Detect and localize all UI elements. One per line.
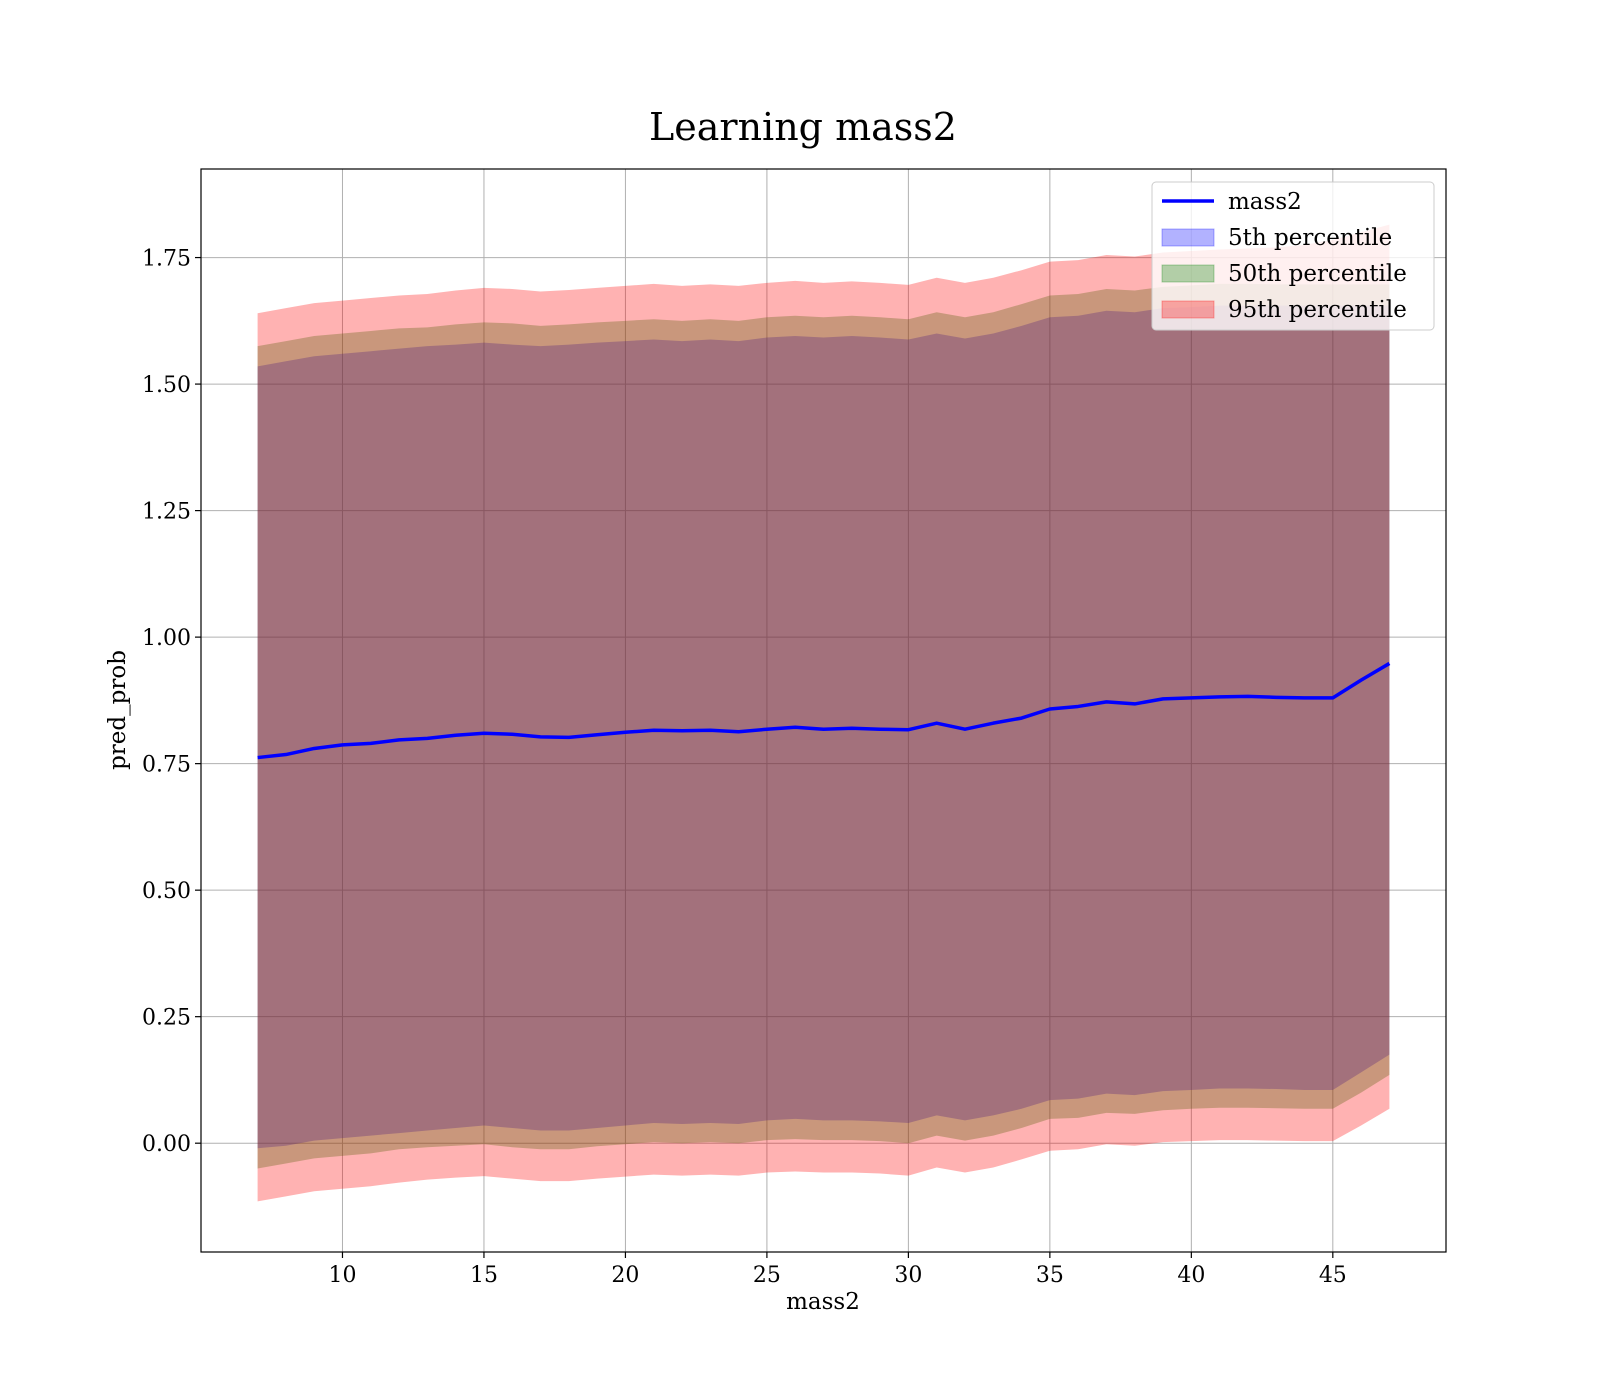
chart-title: Learning mass2 (649, 105, 957, 149)
legend-label: 95th percentile (1228, 297, 1407, 323)
legend-label: 50th percentile (1228, 261, 1407, 287)
y-tick-label: 0.75 (142, 753, 191, 778)
y-axis: 0.00 0.25 0.50 0.75 1.00 1.25 1.50 1.75 (142, 247, 201, 1157)
band-50th-percentile (257, 283, 1390, 1169)
x-axis-label: mass2 (786, 1289, 860, 1315)
band-95th-percentile (257, 224, 1390, 1202)
plot-area (201, 169, 1446, 1252)
y-tick-label: 1.00 (142, 626, 191, 651)
y-tick-label: 0.25 (142, 1006, 191, 1031)
x-tick-label: 35 (1036, 1263, 1064, 1288)
x-tick-label: 30 (894, 1263, 922, 1288)
x-tick-label: 40 (1177, 1263, 1205, 1288)
series-line (257, 661, 1391, 760)
legend: mass2 5th percentile 50th percentile 95th p… (1151, 181, 1435, 331)
x-tick-label: 20 (611, 1263, 639, 1288)
percentile-bands (257, 224, 1390, 1202)
y-tick-label: 0.50 (142, 879, 191, 904)
x-tick-label: 25 (753, 1263, 781, 1288)
x-tick-label: 15 (470, 1263, 498, 1288)
legend-patch-swatch (1161, 300, 1215, 319)
y-tick-label: 1.25 (142, 500, 191, 525)
y-tick-label: 1.75 (142, 247, 191, 272)
line-mass2 (257, 661, 1391, 760)
legend-label: 5th percentile (1228, 225, 1392, 251)
x-axis: 10 15 20 25 30 35 40 45 (328, 1252, 1347, 1288)
plot-background (201, 169, 1446, 1252)
legend-box (1151, 181, 1435, 331)
plot-frame (200, 168, 1447, 1253)
legend-patch-swatch (1161, 264, 1215, 283)
legend-patch-swatch (1161, 228, 1215, 247)
x-tick-label: 10 (328, 1263, 356, 1288)
legend-label: mass2 (1228, 189, 1302, 215)
y-axis-label: pred_prob (105, 650, 131, 770)
y-tick-label: 0.00 (142, 1132, 191, 1157)
y-tick-label: 1.50 (142, 373, 191, 398)
x-tick-label: 45 (1319, 1263, 1347, 1288)
band-5th-percentile (257, 305, 1390, 1149)
